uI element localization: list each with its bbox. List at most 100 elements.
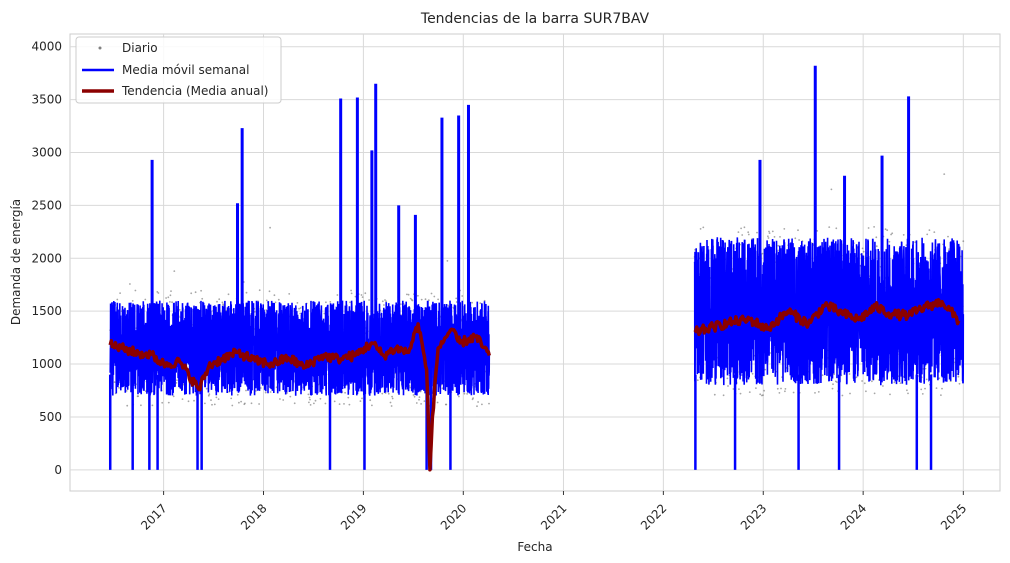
daily-point <box>925 378 928 381</box>
x-tick-label: 2021 <box>538 501 569 532</box>
daily-point <box>771 230 774 233</box>
daily-point <box>722 394 725 397</box>
daily-point <box>906 389 908 392</box>
daily-point <box>832 383 834 386</box>
daily-point <box>833 373 835 376</box>
daily-point <box>361 397 363 400</box>
daily-point <box>400 303 402 305</box>
daily-point <box>309 398 311 401</box>
daily-point <box>871 380 873 383</box>
daily-point <box>344 391 346 394</box>
daily-point <box>738 388 740 390</box>
legend: Diario Media móvil semanal Tendencia (Me… <box>75 36 282 104</box>
daily-point <box>938 377 941 380</box>
daily-point <box>463 392 466 395</box>
daily-point <box>783 228 786 230</box>
daily-point <box>455 297 458 300</box>
daily-point <box>258 289 261 292</box>
daily-point <box>126 404 129 407</box>
weekly-line <box>693 237 965 386</box>
daily-point <box>741 234 744 236</box>
daily-point <box>125 390 128 392</box>
daily-point <box>941 387 943 390</box>
daily-point <box>471 301 473 304</box>
daily-point <box>221 301 224 304</box>
daily-point <box>899 382 902 384</box>
daily-point <box>169 294 172 297</box>
daily-point <box>161 401 164 404</box>
daily-point <box>323 312 326 315</box>
daily-point <box>957 375 960 378</box>
legend-label-daily: Diario <box>122 41 158 55</box>
daily-point <box>849 392 851 395</box>
daily-point <box>886 229 889 232</box>
daily-point <box>773 236 776 238</box>
daily-point <box>780 387 782 390</box>
daily-point <box>116 298 119 301</box>
daily-point <box>144 298 147 301</box>
daily-point <box>836 381 838 383</box>
daily-point <box>831 387 834 390</box>
daily-point <box>461 295 464 297</box>
daily-point <box>208 393 211 395</box>
daily-point <box>329 301 332 303</box>
daily-point <box>258 403 260 405</box>
daily-point <box>763 389 765 392</box>
daily-point <box>902 234 905 236</box>
daily-point <box>409 297 412 300</box>
y-tick-label: 2000 <box>31 251 62 265</box>
daily-point <box>169 301 171 303</box>
daily-point <box>204 402 206 405</box>
daily-point <box>476 405 478 408</box>
daily-point <box>418 396 421 398</box>
daily-point <box>264 391 267 394</box>
daily-point <box>466 393 468 395</box>
daily-point <box>381 392 384 395</box>
daily-point <box>835 227 838 230</box>
daily-point <box>113 381 116 383</box>
daily-point <box>727 385 729 387</box>
daily-point <box>412 394 415 396</box>
daily-point <box>420 403 422 405</box>
daily-point <box>867 227 870 229</box>
daily-point <box>348 403 351 406</box>
daily-point <box>418 398 420 401</box>
daily-point <box>173 270 176 272</box>
daily-point <box>359 400 362 402</box>
daily-point <box>222 304 225 306</box>
daily-point <box>928 229 931 232</box>
daily-point <box>165 297 168 299</box>
daily-point <box>175 382 178 384</box>
daily-point <box>861 247 864 250</box>
daily-point <box>207 394 210 397</box>
daily-point <box>437 298 439 301</box>
x-tick-label: 2025 <box>938 501 969 532</box>
y-tick-label: 4000 <box>31 40 62 54</box>
daily-point <box>477 401 479 403</box>
daily-point <box>739 392 742 395</box>
daily-point <box>415 402 418 404</box>
daily-point <box>156 291 159 293</box>
daily-point <box>172 395 175 398</box>
daily-point <box>914 241 917 244</box>
daily-point <box>236 393 239 396</box>
daily-point <box>873 392 876 395</box>
daily-point <box>713 393 716 396</box>
y-tick-label: 500 <box>39 410 62 424</box>
daily-point <box>157 292 160 294</box>
daily-point <box>430 292 433 295</box>
legend-box <box>75 36 282 104</box>
daily-point <box>747 231 750 234</box>
daily-point <box>436 401 439 404</box>
daily-point <box>768 230 770 233</box>
daily-point <box>205 387 208 390</box>
daily-point <box>245 291 248 294</box>
daily-point <box>118 387 120 389</box>
daily-point <box>747 233 750 236</box>
daily-point <box>875 236 878 239</box>
daily-point <box>364 292 367 295</box>
daily-point <box>213 403 216 406</box>
daily-point <box>282 399 285 401</box>
daily-point <box>855 376 858 378</box>
daily-point <box>830 188 833 191</box>
